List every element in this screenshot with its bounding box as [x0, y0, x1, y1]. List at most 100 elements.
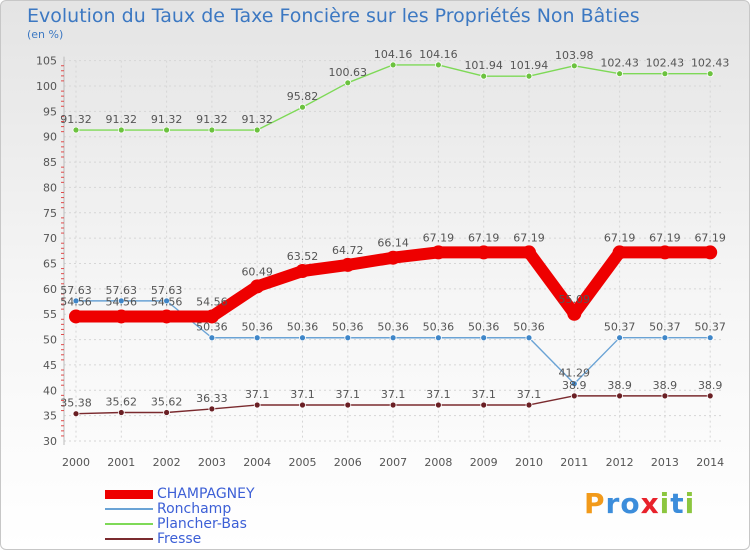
- y-tick-label: 70: [43, 232, 57, 245]
- brand-letter: t: [670, 487, 685, 520]
- data-label: 103.98: [555, 49, 594, 62]
- data-label: 104.16: [419, 48, 458, 61]
- brand-letter: i: [659, 487, 671, 520]
- data-label: 102.43: [600, 57, 639, 70]
- data-label: 50.36: [377, 321, 409, 334]
- data-label: 102.43: [691, 57, 730, 70]
- data-label: 50.36: [423, 321, 455, 334]
- data-point: [344, 401, 352, 409]
- data-label: 101.94: [510, 59, 549, 72]
- data-point: [612, 245, 627, 260]
- data-point: [570, 392, 578, 400]
- legend-label: Fresse: [157, 531, 202, 547]
- data-point: [476, 245, 491, 260]
- data-point: [208, 405, 216, 413]
- data-point: [567, 306, 582, 321]
- data-label: 50.36: [287, 321, 319, 334]
- data-point: [69, 309, 83, 324]
- data-label: 50.36: [196, 321, 228, 334]
- legend-swatch: [105, 490, 153, 499]
- data-point: [163, 126, 171, 134]
- data-point: [434, 334, 442, 342]
- data-label: 50.37: [604, 321, 636, 334]
- y-tick-label: 65: [43, 258, 57, 271]
- data-label: 35.38: [60, 397, 92, 410]
- data-point: [616, 392, 623, 400]
- data-label: 38.9: [698, 379, 723, 392]
- y-tick-label: 40: [43, 384, 57, 397]
- data-point: [434, 61, 442, 69]
- data-point: [389, 401, 397, 409]
- data-label: 104.16: [374, 48, 413, 61]
- y-tick-label: 95: [43, 105, 57, 118]
- data-point: [253, 334, 261, 342]
- data-point: [434, 401, 442, 409]
- x-tick-label: 2014: [696, 456, 724, 469]
- data-label: 54.56: [106, 295, 138, 308]
- x-tick-label: 2008: [424, 456, 452, 469]
- brand-letter: x: [640, 487, 660, 520]
- data-point: [616, 334, 623, 342]
- data-point: [295, 264, 310, 279]
- brand-letter: P: [584, 487, 606, 520]
- x-tick-label: 2013: [651, 456, 679, 469]
- data-point: [114, 309, 129, 324]
- data-point: [431, 245, 446, 260]
- x-tick-label: 2010: [515, 456, 543, 469]
- data-label: 37.1: [517, 388, 542, 401]
- y-tick-label: 35: [43, 410, 57, 423]
- data-label: 91.32: [241, 113, 273, 126]
- data-point: [480, 72, 488, 80]
- data-point: [159, 309, 174, 324]
- y-tick-label: 60: [43, 283, 57, 296]
- legend-label: Plancher-Bas: [157, 516, 247, 532]
- data-label: 67.19: [649, 231, 681, 244]
- data-point: [340, 257, 355, 272]
- data-point: [706, 392, 714, 400]
- data-label: 67.19: [513, 231, 545, 244]
- y-axis-unit-label: (en %): [27, 28, 64, 41]
- data-label: 91.32: [196, 113, 228, 126]
- data-point: [204, 309, 219, 324]
- data-label: 37.1: [426, 388, 451, 401]
- data-label: 35.62: [151, 395, 183, 408]
- data-point: [253, 401, 261, 409]
- data-point: [389, 61, 397, 69]
- data-point: [706, 334, 714, 342]
- data-point: [616, 70, 623, 78]
- x-tick-label: 2011: [560, 456, 588, 469]
- x-tick-label: 2004: [243, 456, 271, 469]
- data-point: [117, 297, 125, 305]
- data-label: 57.63: [151, 284, 183, 297]
- data-point: [253, 126, 261, 134]
- x-tick-label: 2000: [62, 456, 90, 469]
- data-label: 55.09: [559, 293, 591, 306]
- data-label: 50.36: [468, 321, 500, 334]
- data-label: 100.63: [329, 66, 368, 79]
- data-label: 50.37: [694, 321, 726, 334]
- data-label: 57.63: [106, 284, 138, 297]
- data-point: [570, 62, 578, 70]
- data-point: [163, 297, 171, 305]
- data-label: 67.19: [423, 231, 455, 244]
- data-point: [703, 245, 718, 260]
- data-point: [525, 401, 533, 409]
- data-label: 67.19: [468, 231, 500, 244]
- data-label: 50.36: [241, 321, 273, 334]
- data-label: 37.1: [290, 388, 315, 401]
- data-label: 67.19: [604, 231, 636, 244]
- x-tick-label: 2002: [153, 456, 181, 469]
- data-point: [657, 245, 672, 260]
- data-point: [525, 72, 533, 80]
- data-point: [344, 334, 352, 342]
- x-tick-label: 2006: [334, 456, 362, 469]
- data-label: 91.32: [106, 113, 138, 126]
- brand-letter: o: [620, 487, 641, 520]
- y-tick-label: 105: [36, 55, 57, 68]
- data-point: [208, 334, 216, 342]
- x-tick-label: 2001: [107, 456, 135, 469]
- data-label: 50.36: [513, 321, 545, 334]
- data-point: [299, 103, 306, 111]
- data-label: 54.56: [60, 295, 92, 308]
